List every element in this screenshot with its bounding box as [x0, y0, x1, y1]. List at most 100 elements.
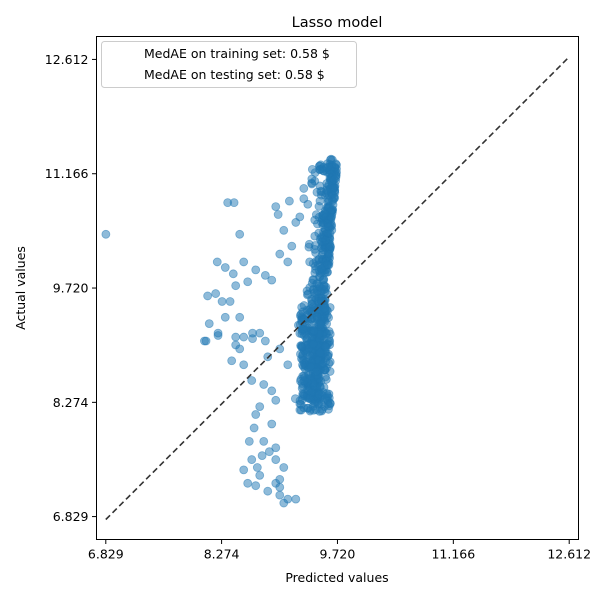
data-point [213, 328, 223, 338]
data-point [299, 184, 309, 193]
data-point [297, 329, 307, 339]
data-point [307, 178, 317, 188]
data-point [283, 494, 293, 504]
y-tick-label: 6.829 [53, 509, 89, 524]
legend-entry-testing: MedAE on testing set: 0.58 $ [144, 67, 325, 82]
data-point [243, 478, 253, 488]
data-point [291, 494, 301, 504]
data-point [239, 332, 249, 342]
data-point [320, 303, 329, 313]
data-point [267, 275, 277, 285]
data-point [279, 463, 289, 472]
data-point [227, 356, 237, 366]
data-point [328, 200, 338, 210]
data-point [264, 447, 274, 457]
chart-title: Lasso model [292, 15, 383, 31]
data-point [283, 257, 293, 267]
y-tick-label: 8.274 [53, 395, 89, 410]
y-tick-label: 11.166 [45, 166, 89, 181]
data-point [271, 443, 281, 453]
data-point [229, 198, 239, 208]
data-point [325, 242, 335, 251]
data-point [314, 281, 324, 291]
data-points [101, 154, 341, 508]
data-point [321, 372, 330, 382]
data-point [239, 257, 249, 267]
x-tick-label: 8.274 [204, 547, 240, 562]
data-point [249, 423, 259, 433]
data-point [320, 342, 330, 352]
data-point [326, 213, 336, 222]
legend: MedAE on training set: 0.58 $ MedAE on t… [101, 41, 357, 88]
legend-box [101, 41, 357, 88]
reference-diagonal-line [105, 56, 571, 521]
data-point [251, 265, 261, 275]
data-point [235, 229, 245, 239]
data-point [235, 344, 245, 354]
data-point [309, 326, 319, 336]
data-point [298, 360, 307, 370]
data-point [317, 399, 326, 409]
data-point [273, 210, 283, 219]
data-point [200, 336, 209, 346]
data-point [239, 465, 249, 475]
legend-entry-training: MedAE on training set: 0.58 $ [144, 46, 330, 61]
data-point [228, 269, 238, 279]
data-point [284, 196, 294, 206]
data-point [203, 291, 213, 301]
data-point [259, 436, 269, 446]
data-point [311, 256, 321, 266]
y-axis-ticks: 6.829 8.274 9.720 11.166 12.612 [45, 52, 97, 524]
data-point [318, 359, 328, 369]
data-point [231, 332, 241, 342]
data-point [244, 436, 254, 446]
data-point [283, 360, 293, 370]
data-point [321, 329, 331, 339]
data-point [312, 312, 322, 322]
data-point [248, 334, 257, 344]
data-point [275, 474, 285, 484]
data-point [297, 342, 306, 351]
data-point [267, 386, 277, 396]
data-point [235, 312, 245, 322]
x-tick-label: 9.720 [320, 547, 356, 562]
data-point [101, 229, 111, 239]
data-point [263, 486, 273, 496]
data-point [247, 376, 257, 385]
data-point [310, 244, 320, 254]
data-point [311, 367, 321, 377]
data-point [323, 222, 333, 232]
data-point [319, 275, 329, 284]
y-tick-label: 9.720 [53, 281, 89, 296]
data-point [239, 360, 249, 370]
data-point [295, 212, 305, 222]
data-point [259, 380, 269, 389]
data-point [297, 317, 307, 327]
data-point [271, 202, 281, 212]
data-point [252, 463, 262, 472]
y-axis-label: Actual values [13, 246, 28, 330]
data-point [308, 339, 318, 349]
data-point [255, 328, 265, 338]
data-point [220, 263, 230, 272]
data-point [260, 270, 270, 280]
data-point [303, 403, 313, 413]
data-point [304, 239, 314, 249]
data-point [231, 281, 241, 291]
data-point [305, 304, 315, 314]
data-point [322, 163, 332, 172]
data-point [275, 482, 285, 492]
data-point [307, 388, 317, 397]
data-point [271, 455, 281, 464]
data-point [257, 451, 267, 461]
data-point [321, 235, 330, 245]
data-point [211, 289, 221, 298]
x-axis-label: Predicted values [285, 570, 388, 585]
x-tick-label: 11.166 [431, 547, 475, 562]
data-point [303, 199, 313, 209]
data-point [316, 320, 326, 329]
data-point [302, 290, 312, 300]
data-point [330, 183, 339, 193]
